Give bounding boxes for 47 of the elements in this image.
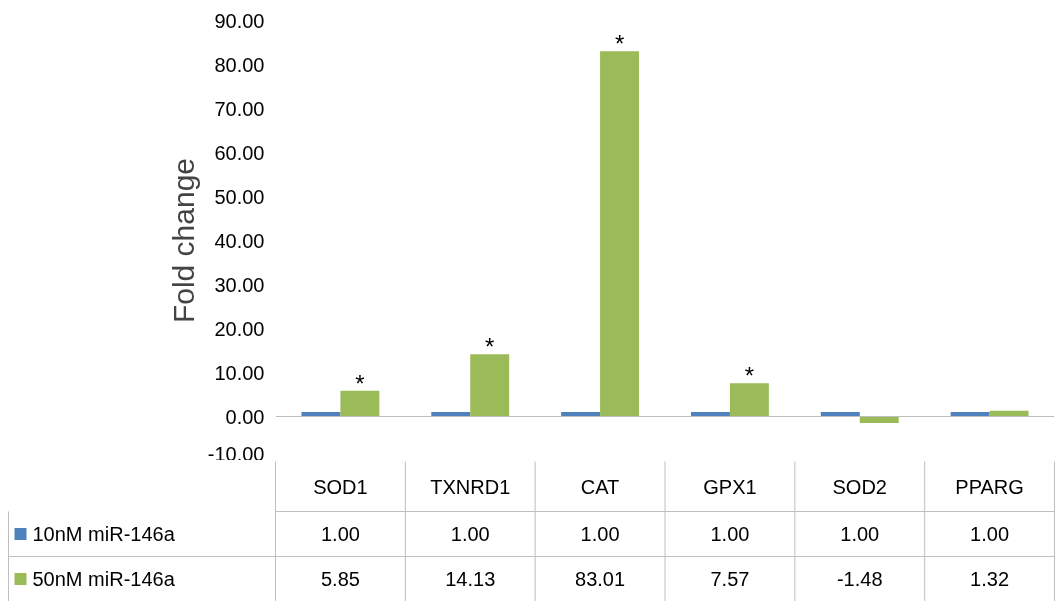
y-tick-label: 50.00 <box>214 185 265 208</box>
data-label: 1.32 <box>970 568 1010 590</box>
data-label: 1.00 <box>970 523 1010 545</box>
y-tick-label: 0.00 <box>225 405 265 428</box>
annotation: * <box>355 369 365 397</box>
x-tick-label: PPARG <box>955 475 1024 498</box>
bar <box>729 383 769 417</box>
data-label: 14.13 <box>445 568 496 590</box>
x-tick-label: GPX1 <box>703 475 757 498</box>
annotation: * <box>614 30 625 58</box>
data-label: 1.00 <box>580 523 620 545</box>
y-tick-label: 20.00 <box>214 317 265 340</box>
y-tick-label: 90.00 <box>214 9 265 32</box>
data-label: 7.57 <box>710 568 750 590</box>
data-label: 5.85 <box>320 568 360 590</box>
x-tick-label: SOD2 <box>832 475 887 498</box>
bar <box>340 390 380 417</box>
legend-label: 10nM miR-146a <box>32 523 176 545</box>
data-label: 1.00 <box>710 523 750 545</box>
bar <box>600 51 640 417</box>
y-tick-label: -10.00 <box>207 442 265 465</box>
x-tick-label: SOD1 <box>313 475 368 498</box>
bar <box>301 412 341 417</box>
y-tick-label: 60.00 <box>214 141 265 164</box>
data-label: 1.00 <box>320 523 360 545</box>
y-tick-label: 30.00 <box>214 273 265 296</box>
data-label: -1.48 <box>836 568 883 590</box>
data-label: 83.01 <box>575 568 626 590</box>
x-tick-label: CAT <box>580 475 620 498</box>
y-tick-label: 70.00 <box>214 97 265 120</box>
y-tick-label: 40.00 <box>214 229 265 252</box>
y-tick-label: 80.00 <box>214 53 265 76</box>
bar <box>561 412 601 417</box>
x-tick-label: TXNRD1 <box>430 475 511 498</box>
data-label: 1.00 <box>840 523 880 545</box>
data-label: 1.00 <box>450 523 490 545</box>
y-tick-label: 10.00 <box>214 361 265 384</box>
y-axis-title: Fold change <box>166 157 200 324</box>
annotation: * <box>744 362 755 390</box>
bar <box>950 412 990 417</box>
bar <box>470 354 510 417</box>
annotation: * <box>485 333 495 361</box>
legend-label: 50nM miR-146a <box>32 568 176 590</box>
bar <box>859 416 899 424</box>
bar <box>690 412 730 417</box>
bar <box>431 412 471 417</box>
bar <box>820 412 860 417</box>
